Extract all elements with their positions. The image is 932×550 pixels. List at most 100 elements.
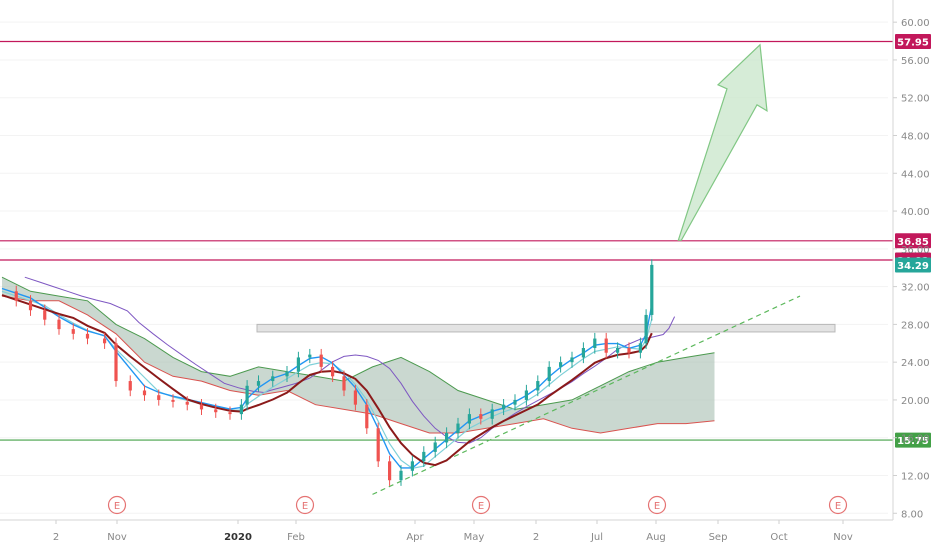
candle-body — [228, 412, 232, 415]
candle-body — [331, 366, 335, 377]
time-tick-label: Aug — [646, 532, 666, 543]
candle-body — [456, 423, 460, 433]
price-tick-label: 32.00 — [901, 283, 930, 294]
level-price-label: 36.85 — [897, 237, 929, 248]
time-tick-label: 2 — [533, 532, 539, 543]
price-tick-label: 56.00 — [901, 56, 930, 67]
level-price-label: 15.75 — [897, 436, 929, 447]
candle-body — [239, 404, 243, 415]
price-tick-label: 24.00 — [901, 358, 930, 369]
ascending-trendline — [372, 295, 801, 495]
level-price-tag — [895, 34, 931, 50]
candle-body — [559, 362, 563, 367]
candle-body — [342, 376, 346, 391]
earnings-marker-circle — [295, 495, 315, 515]
resistance-zone-box — [256, 323, 836, 333]
candle-body — [479, 414, 483, 419]
price-tick-label: 12.00 — [901, 472, 930, 483]
candle-body — [616, 348, 620, 353]
level-price-tag — [895, 233, 931, 249]
candle-body — [319, 354, 323, 367]
price-tick-label: 60.00 — [901, 18, 930, 29]
candle-body — [285, 371, 289, 377]
earnings-marker: E — [647, 495, 667, 515]
candle-body — [256, 381, 261, 386]
candle-body — [445, 433, 449, 443]
time-tick-label: Sep — [709, 532, 728, 543]
candle-body — [157, 395, 161, 400]
earnings-marker-circle — [647, 495, 667, 515]
lagging-span — [24, 276, 676, 444]
candle-body — [214, 409, 218, 413]
candle-body — [547, 366, 551, 382]
candle-body — [376, 428, 380, 462]
candle-body — [644, 314, 648, 344]
earnings-marker-label: E — [114, 501, 120, 512]
candle-body — [570, 357, 574, 363]
candle-body — [199, 404, 204, 410]
base-line — [1, 294, 653, 467]
candle-body — [114, 343, 118, 382]
price-axis[interactable]: 8.00 12.00 16.00 20.00 24.00 28.00 32.00 36.00 4… — [892, 0, 930, 520]
candle-body — [513, 399, 517, 405]
candle-body — [353, 390, 357, 405]
price-tick-label: 48.00 — [901, 132, 930, 143]
time-tick-label: Nov — [833, 532, 853, 543]
candle-body — [308, 354, 312, 358]
candle-body — [638, 343, 642, 353]
candle-body — [245, 385, 249, 405]
earnings-marker: E — [828, 495, 848, 515]
candle-body — [604, 338, 608, 353]
time-tick-label: 2020 — [224, 532, 252, 543]
price-tick-label: 28.00 — [901, 320, 930, 331]
earnings-marker: E — [295, 495, 315, 515]
earnings-marker-circle — [471, 495, 491, 515]
last-price-tag — [895, 257, 931, 273]
candle-body — [271, 376, 275, 382]
earnings-marker-circle — [828, 495, 848, 515]
price-tick-label: 52.00 — [901, 94, 930, 105]
time-axis[interactable]: 2 Nov 2020 Feb Apr May 2 Jul Aug Sep Oct Nov — [0, 519, 893, 543]
time-tick-label: 2 — [53, 532, 59, 543]
earnings-marker: E — [471, 495, 491, 515]
candle-body — [650, 264, 654, 315]
candle-body — [410, 461, 414, 471]
earnings-marker-label: E — [654, 501, 660, 512]
time-tick-label: Jul — [590, 532, 603, 543]
last-price-label: 34.29 — [897, 261, 929, 272]
candle-body — [85, 333, 90, 339]
level-price-label: 57.95 — [897, 38, 929, 49]
price-tick-label: 44.00 — [901, 169, 930, 180]
time-tick-label: Oct — [770, 532, 787, 543]
earnings-marker: E — [107, 495, 127, 515]
candle-body — [43, 310, 47, 320]
candle-body — [185, 401, 189, 405]
candle-body — [433, 442, 437, 452]
candle-body — [14, 291, 18, 301]
candle-body — [627, 348, 631, 353]
trendline — [372, 295, 801, 495]
price-series — [1, 259, 676, 486]
earnings-marker-label: E — [302, 501, 308, 512]
candle-body — [422, 451, 426, 462]
time-tick-label: Feb — [287, 532, 305, 543]
candle-body — [57, 319, 61, 330]
candle-body — [365, 404, 369, 429]
candle-body — [142, 390, 147, 396]
cloud-fill — [2, 277, 715, 433]
candle-body — [502, 404, 506, 410]
candle-body — [71, 329, 75, 334]
moving-average-fast — [1, 290, 653, 470]
price-tick-label: 16.00 — [901, 434, 930, 445]
price-tick-label: 36.00 — [901, 245, 930, 256]
candle-body — [296, 357, 300, 372]
price-tick-label: 40.00 — [901, 207, 930, 218]
candle-body — [128, 381, 132, 391]
candle-body — [490, 409, 494, 419]
projection-arrow — [677, 43, 768, 241]
earnings-marker-circle — [107, 495, 127, 515]
projection-arrow-shape — [677, 43, 768, 241]
